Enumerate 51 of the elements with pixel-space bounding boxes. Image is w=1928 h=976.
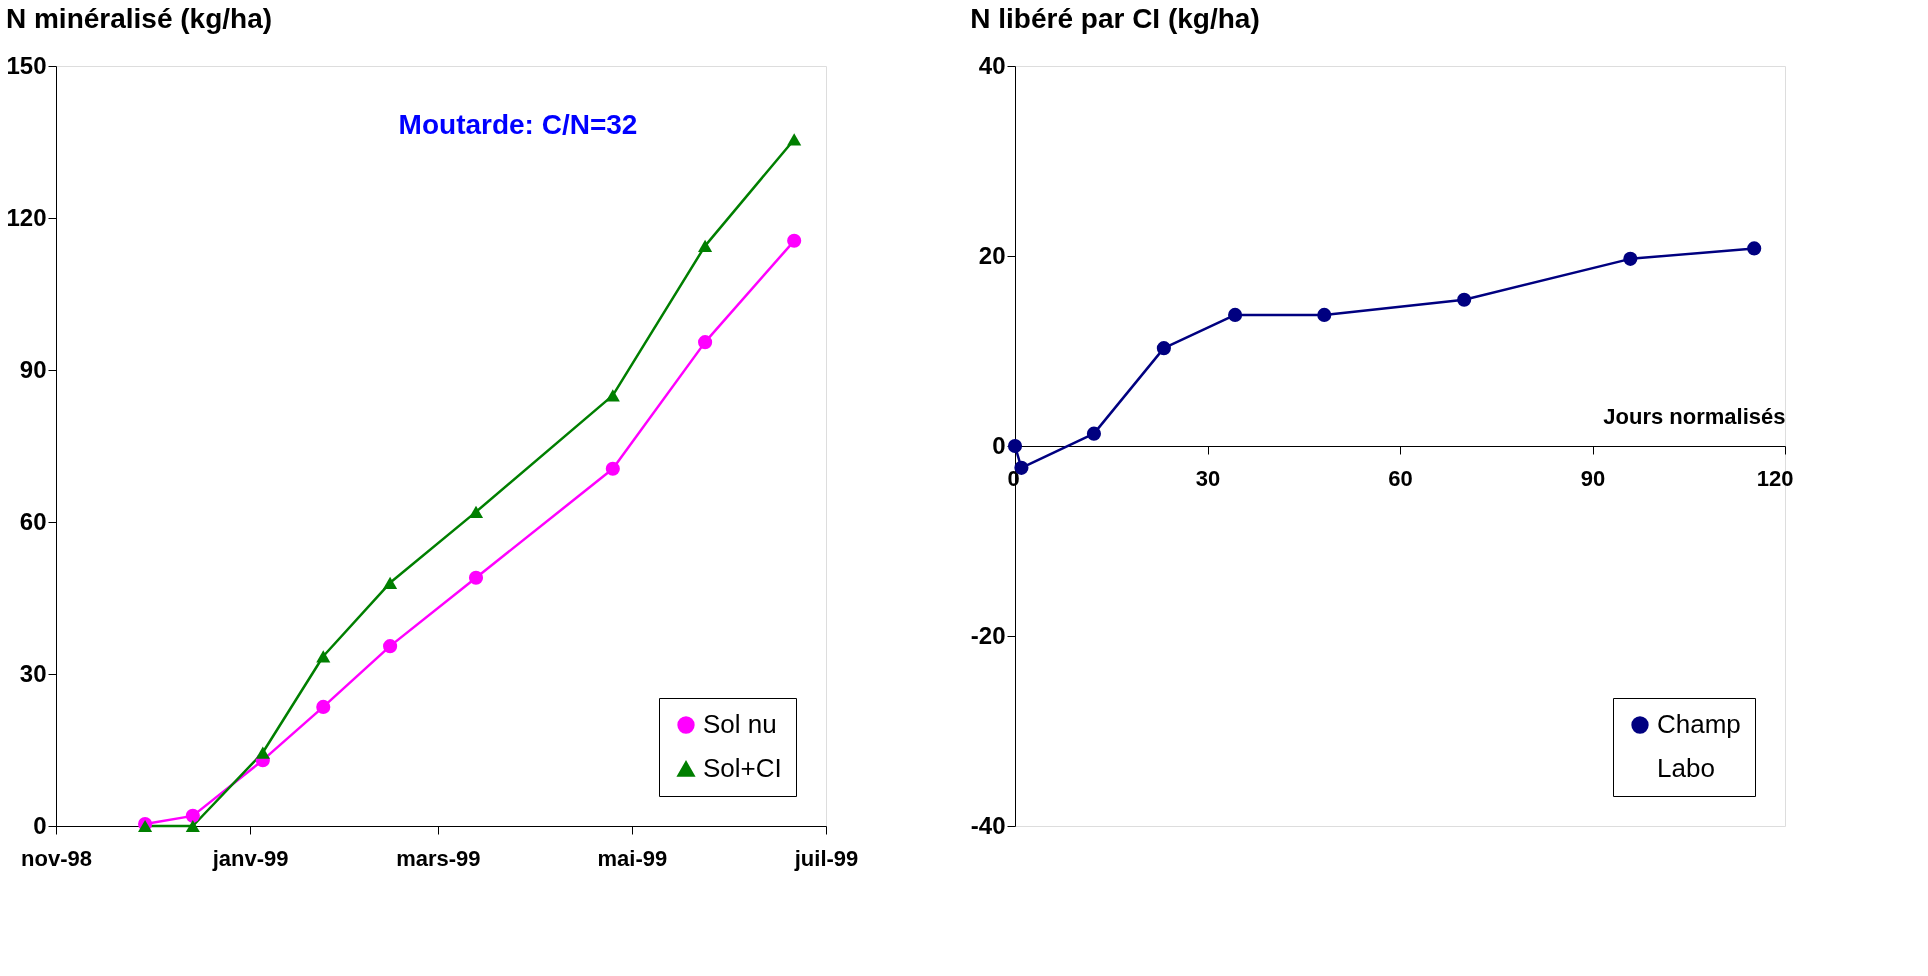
x-tick-label: 30	[1195, 465, 1221, 491]
point	[316, 650, 331, 663]
point	[383, 576, 398, 589]
y-tick-label: 30	[19, 659, 47, 687]
annotation: Moutarde: C/N=32	[398, 109, 638, 140]
point	[698, 239, 713, 252]
point	[1317, 307, 1332, 322]
y-tick-label: -40	[970, 811, 1006, 839]
chart-title: N libéré par CI (kg/ha)	[970, 3, 1260, 34]
y-tick-label: 0	[992, 431, 1006, 459]
point	[605, 389, 620, 402]
point	[1457, 292, 1472, 307]
text: Labo	[1657, 753, 1715, 783]
x-tick-label: mars-99	[396, 845, 481, 871]
point	[383, 639, 398, 654]
point	[468, 570, 484, 585]
point	[605, 461, 620, 476]
x-tick-label: 90	[1580, 465, 1606, 491]
x-tick-label: 60	[1388, 465, 1413, 491]
chart-title: N minéralisé (kg/ha)	[5, 3, 273, 34]
x-tick-label: juil-99	[793, 845, 859, 871]
y-tick-label: 120	[6, 203, 47, 231]
y-tick-label: -20	[970, 621, 1006, 649]
point	[698, 335, 713, 350]
point	[1623, 251, 1638, 266]
y-tick-label: 40	[978, 51, 1006, 79]
x-axis-title: Jours normalisés	[1603, 403, 1786, 429]
x-tick-label: mai-99	[597, 845, 668, 871]
point	[1747, 241, 1762, 256]
point	[185, 819, 200, 833]
point	[185, 808, 200, 823]
point	[787, 133, 802, 146]
point	[255, 746, 270, 759]
point	[1086, 426, 1101, 441]
y-tick-label: 0	[33, 811, 47, 839]
legend-label: Sol+CI	[703, 753, 782, 783]
legend-label: Champ	[1657, 709, 1741, 739]
point	[1007, 438, 1023, 454]
y-tick-label: 60	[19, 507, 47, 535]
point	[1228, 307, 1243, 322]
y-tick-label: 150	[6, 51, 47, 79]
x-tick-label: nov-98	[21, 845, 92, 871]
x-tick-label: 120	[1756, 465, 1794, 491]
point	[1156, 341, 1171, 356]
point	[468, 505, 484, 518]
y-tick-label: 20	[978, 241, 1006, 269]
legend-label: Sol nu	[703, 709, 777, 739]
point	[787, 233, 802, 248]
point	[316, 699, 331, 714]
x-tick-label: janv-99	[211, 845, 289, 871]
y-tick-label: 90	[19, 355, 47, 383]
